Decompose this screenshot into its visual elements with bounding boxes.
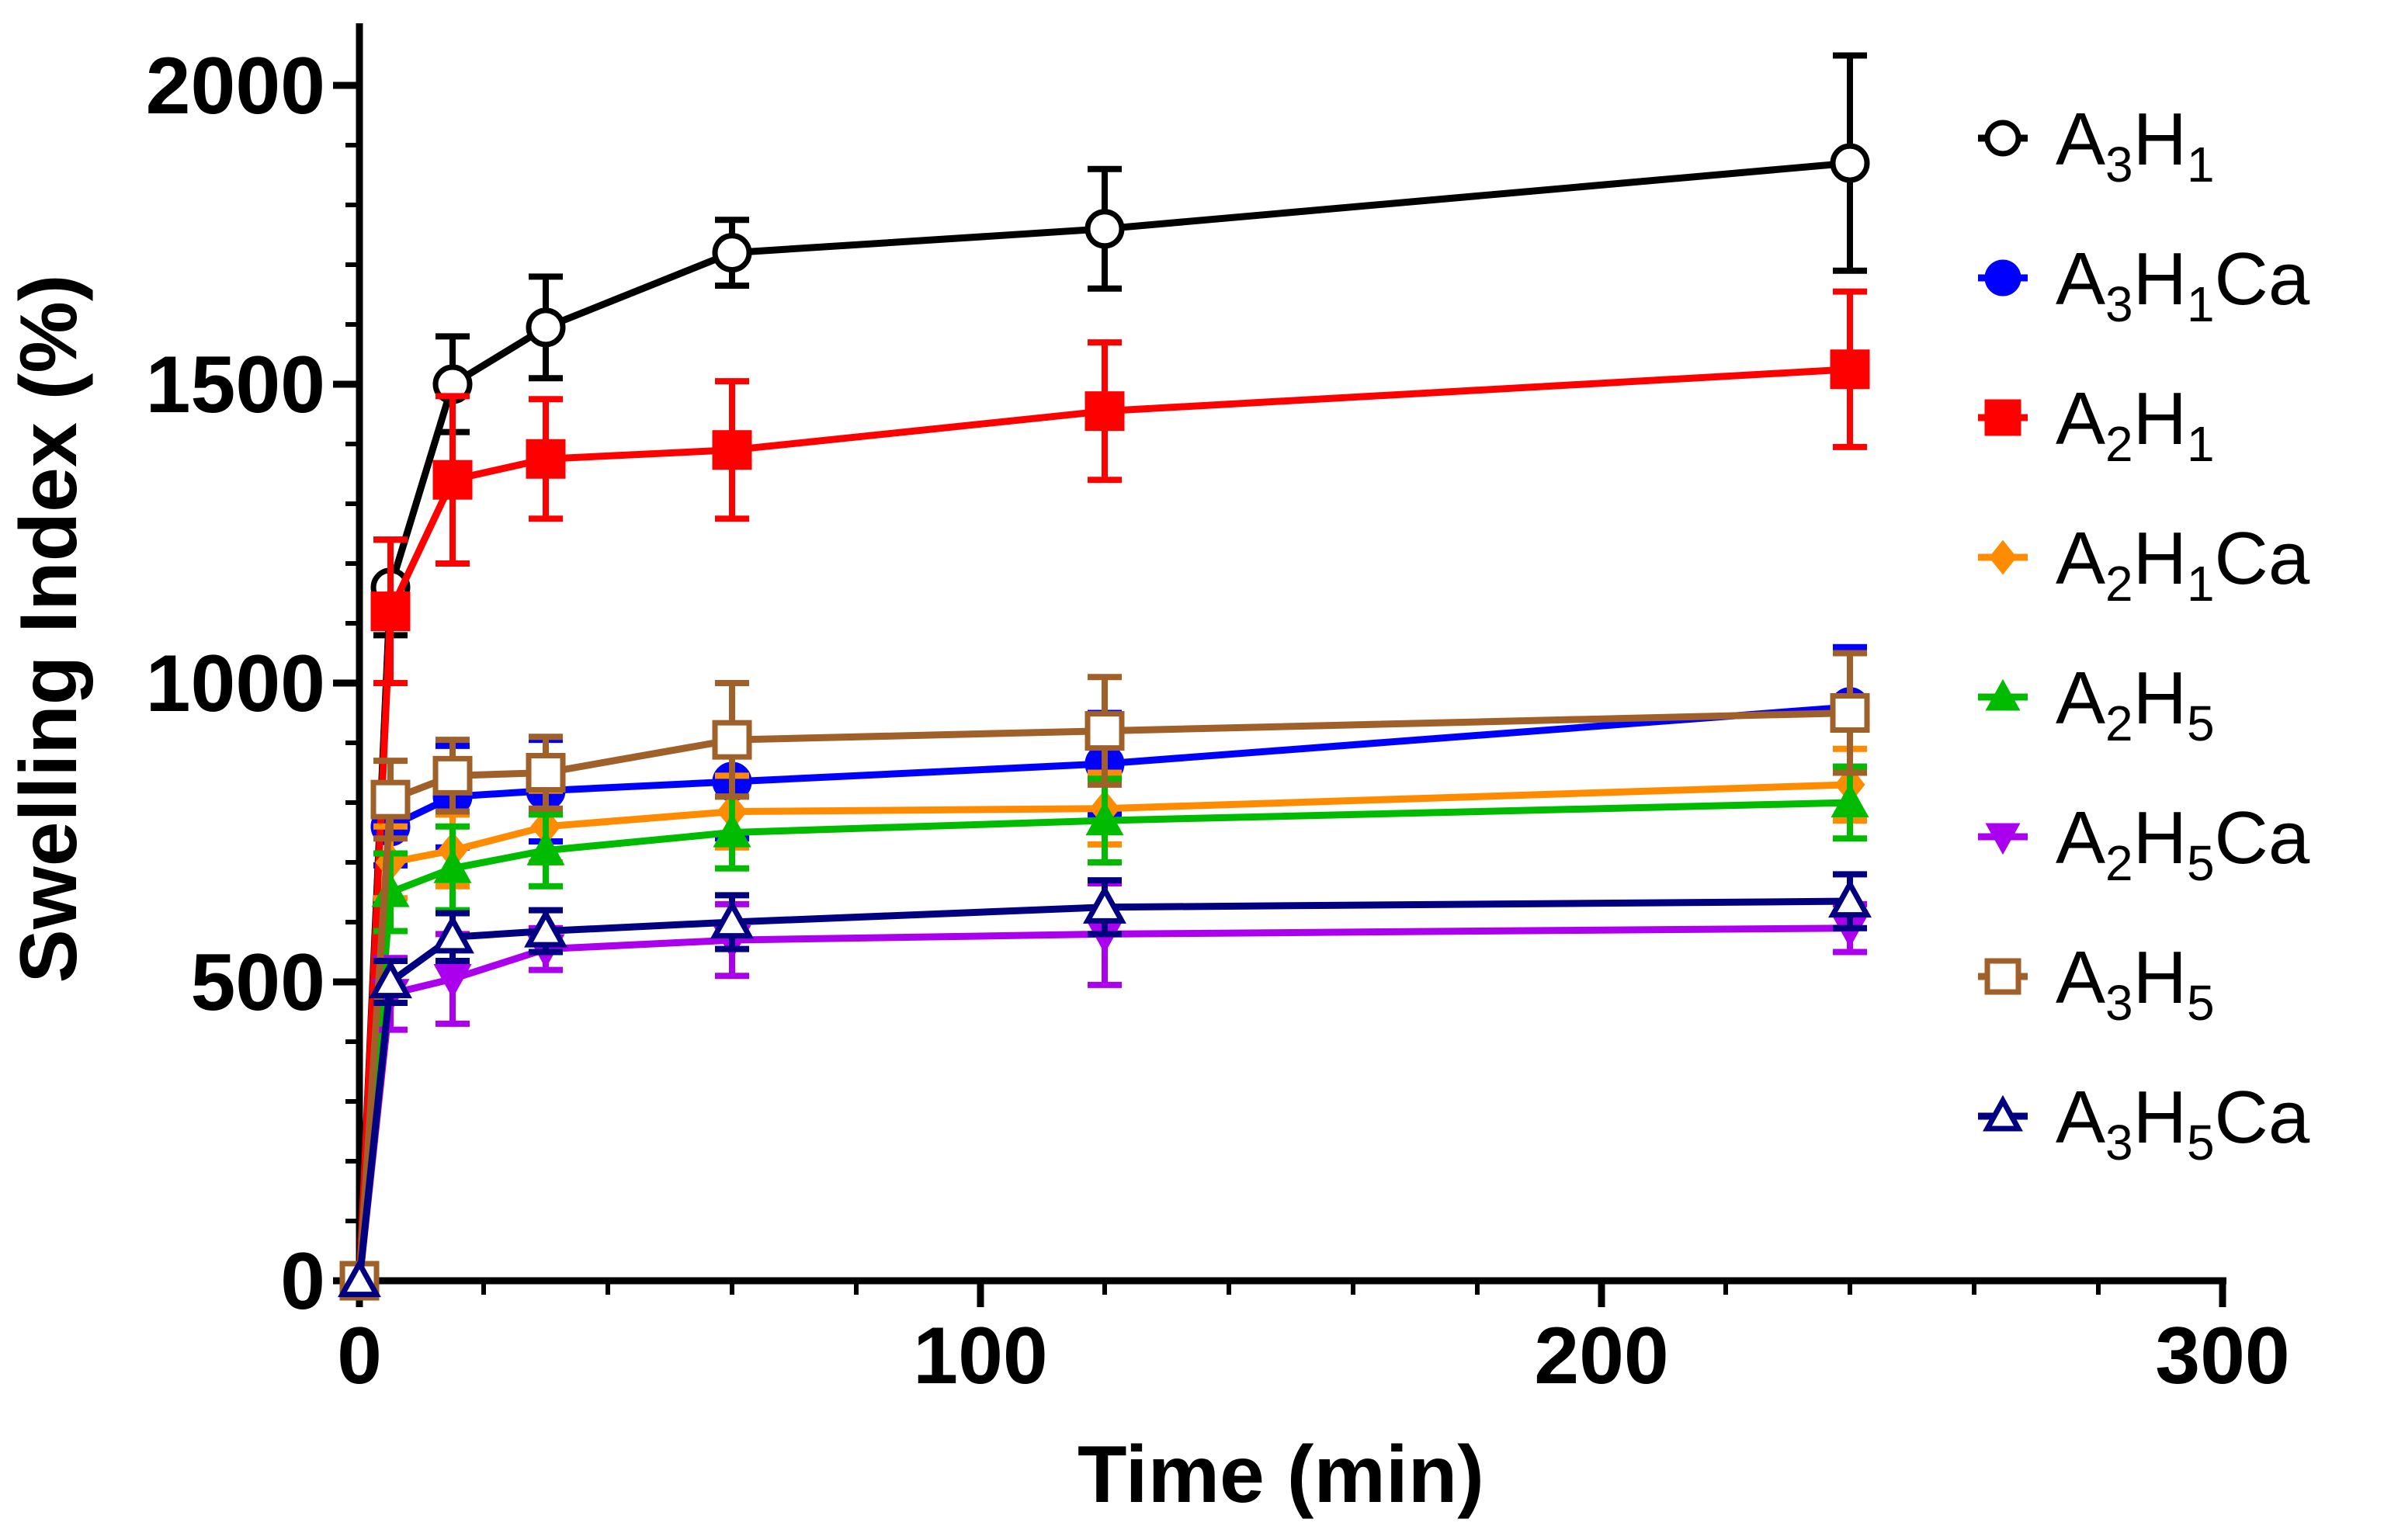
legend-label: A2H1 (2056, 377, 2215, 472)
x-tick-label: 300 (2155, 1311, 2290, 1401)
data-point (1989, 539, 2017, 575)
data-point (1984, 399, 2021, 436)
data-point (1831, 782, 1869, 818)
plot-area (338, 52, 1872, 1301)
data-point (1985, 678, 2021, 711)
data-point (432, 755, 473, 796)
legend-label: A2H5 (2056, 657, 2215, 751)
legend-label: A3H1Ca (2056, 238, 2310, 332)
data-point (370, 591, 411, 632)
legend-item: A3H1 (1978, 98, 2215, 192)
data-point (1985, 823, 2021, 855)
series-A3H5 (339, 650, 1870, 1301)
y-axis-title: Swelling Index (%) (4, 275, 94, 983)
legend: A3H1 A3H1Ca A2H1 A2H1Ca A2H5 A2H5Ca A3H5 A3H5Ca (1978, 98, 2310, 1171)
data-point (526, 439, 566, 479)
data-point (712, 233, 752, 273)
data-point (1830, 143, 1870, 183)
legend-item: A3H5Ca (1978, 1076, 2310, 1171)
data-point (712, 720, 752, 760)
y-tick-label: 2000 (146, 41, 325, 131)
legend-label: A2H1Ca (2056, 517, 2310, 612)
data-point (1083, 884, 1126, 924)
data-point (1084, 209, 1125, 249)
data-point (338, 1257, 381, 1298)
axes: 0 500 1000 1500 2000 0 100 200 300 (146, 23, 2290, 1401)
data-point (1984, 958, 2021, 995)
series-A3H5Ca (338, 871, 1872, 1298)
data-point (1085, 801, 1124, 836)
data-point (526, 753, 566, 793)
data-point (369, 959, 412, 999)
data-point (524, 908, 567, 948)
x-axis-title: Time (min) (1078, 1430, 1484, 1520)
data-point (431, 914, 474, 954)
data-point (1830, 693, 1870, 733)
legend-item: A2H5 (1978, 657, 2215, 751)
legend-label: A3H1 (2056, 98, 2215, 192)
data-point (1984, 259, 2021, 297)
data-point (1984, 120, 2021, 157)
data-point (1830, 349, 1870, 390)
data-point (433, 848, 472, 883)
data-point (526, 831, 565, 865)
data-point (1084, 711, 1125, 751)
data-point (370, 779, 411, 820)
data-point (433, 964, 472, 999)
series-A2H5 (340, 763, 1869, 1296)
legend-item: A2H1Ca (1978, 517, 2310, 612)
y-tick-label: 0 (280, 1237, 325, 1327)
data-point (526, 307, 566, 348)
data-point (713, 813, 751, 848)
x-tick-label: 0 (337, 1311, 382, 1401)
data-point (432, 460, 473, 500)
y-tick-label: 1500 (146, 340, 325, 430)
x-tick-label: 100 (913, 1311, 1048, 1401)
data-point (1983, 1094, 2023, 1132)
data-point (710, 899, 754, 939)
x-tick-label: 200 (1534, 1311, 1669, 1401)
series-line (356, 799, 1851, 1282)
legend-label: A2H5Ca (2056, 796, 2310, 891)
series-A2H5Ca (340, 879, 1869, 1301)
data-point (712, 430, 752, 470)
y-tick-label: 500 (190, 938, 325, 1028)
data-point (1828, 878, 1872, 918)
legend-item: A2H5Ca (1978, 796, 2310, 891)
y-tick-label: 1000 (146, 639, 325, 729)
legend-label: A3H5Ca (2056, 1076, 2310, 1171)
legend-item: A3H5 (1978, 936, 2215, 1031)
legend-label: A3H5 (2056, 936, 2215, 1031)
data-point (1084, 391, 1125, 432)
legend-item: A3H1Ca (1978, 238, 2310, 332)
legend-item: A2H1 (1978, 377, 2215, 472)
